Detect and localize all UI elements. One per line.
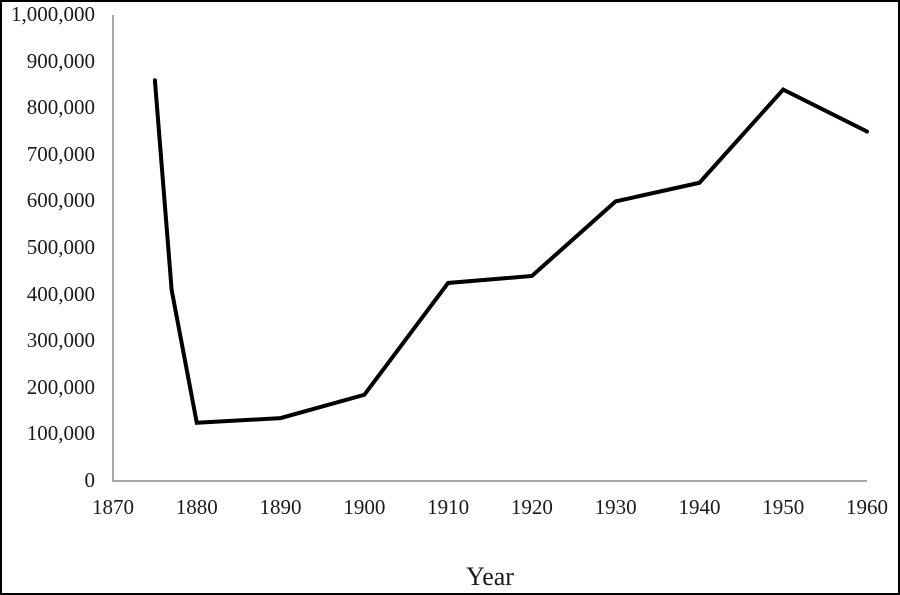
x-axis-title: Year: [466, 562, 514, 591]
y-tick-label-0: 0: [84, 468, 96, 492]
y-tick-label-600000: 600,000: [26, 188, 95, 213]
x-tick-label-1950: 1950: [762, 495, 805, 519]
x-tick-label-1930: 1930: [594, 495, 637, 519]
y-tick-label-100000: 100,000: [26, 421, 95, 446]
y-tick-label-400000: 400,000: [26, 281, 95, 306]
y-tick-label-900000: 900,000: [26, 48, 95, 73]
y-tick-label-700000: 700,000: [26, 141, 95, 166]
x-tick-label-1920: 1920: [510, 495, 553, 519]
y-tick-label-200000: 200,000: [26, 374, 95, 399]
x-tick-label-1910: 1910: [427, 495, 470, 519]
series-line-population: [152, 78, 869, 425]
x-tick-label-1940: 1940: [678, 495, 721, 519]
y-tick-label-800000: 800,000: [26, 95, 95, 120]
x-tick-label-1900: 1900: [343, 495, 386, 519]
y-tick-label-300000: 300,000: [26, 328, 95, 353]
x-tick-label-1880: 1880: [175, 495, 218, 519]
y-tick-label-500000: 500,000: [26, 235, 95, 259]
y-tick-label-1000000: 1,000,000: [11, 2, 95, 26]
x-tick-label-1870: 1870: [92, 495, 134, 519]
x-tick-label-1890: 1890: [259, 495, 302, 519]
x-tick-label-1960: 1960: [846, 495, 888, 519]
